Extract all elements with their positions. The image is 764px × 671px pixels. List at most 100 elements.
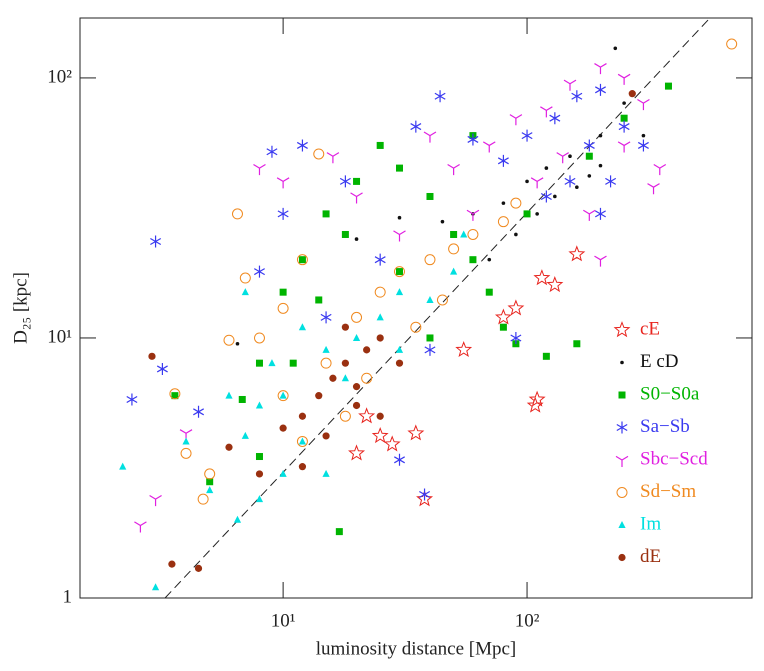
point bbox=[419, 488, 431, 501]
x-tick-label: 10² bbox=[515, 610, 540, 631]
point bbox=[339, 175, 351, 188]
point bbox=[523, 210, 531, 218]
legend-marker bbox=[618, 553, 626, 562]
point bbox=[540, 106, 553, 118]
point bbox=[426, 334, 434, 342]
point bbox=[241, 288, 249, 296]
point bbox=[509, 114, 523, 126]
point bbox=[514, 232, 518, 237]
point bbox=[149, 495, 162, 507]
point bbox=[617, 73, 631, 85]
point bbox=[279, 391, 287, 399]
legend-marker bbox=[620, 360, 624, 365]
point bbox=[241, 431, 249, 439]
point bbox=[279, 469, 287, 477]
point bbox=[497, 216, 509, 228]
point bbox=[469, 256, 477, 264]
point bbox=[322, 469, 330, 477]
point bbox=[315, 296, 323, 304]
point bbox=[341, 374, 349, 382]
legend-marker bbox=[615, 455, 629, 467]
point bbox=[410, 120, 422, 133]
point bbox=[277, 390, 289, 402]
point bbox=[583, 209, 596, 221]
point bbox=[426, 192, 434, 200]
point bbox=[594, 207, 606, 220]
point bbox=[466, 209, 480, 221]
point bbox=[339, 410, 351, 422]
point bbox=[598, 163, 603, 168]
point bbox=[647, 183, 660, 195]
y-axis-label: D₂₅ [kpc] bbox=[10, 272, 31, 344]
point bbox=[383, 435, 401, 452]
point bbox=[296, 435, 308, 447]
point bbox=[376, 141, 384, 149]
point bbox=[341, 230, 349, 238]
point bbox=[341, 323, 349, 331]
point bbox=[440, 219, 445, 224]
point bbox=[575, 185, 579, 189]
point bbox=[320, 311, 332, 324]
point bbox=[225, 391, 233, 399]
point bbox=[436, 294, 448, 306]
point bbox=[501, 201, 506, 205]
point bbox=[726, 38, 738, 50]
point bbox=[448, 243, 460, 255]
point bbox=[180, 447, 192, 459]
point bbox=[296, 254, 308, 266]
legend-label: Sa−Sb bbox=[640, 416, 690, 437]
point bbox=[351, 311, 363, 323]
legend-label: Im bbox=[640, 513, 661, 534]
point bbox=[571, 90, 583, 103]
point bbox=[350, 192, 363, 204]
point bbox=[407, 424, 425, 441]
x-tick-label: 10¹ bbox=[271, 610, 296, 631]
point bbox=[499, 323, 507, 331]
point bbox=[134, 521, 147, 533]
point bbox=[598, 133, 603, 138]
point bbox=[151, 583, 160, 591]
point bbox=[197, 493, 209, 505]
point bbox=[507, 299, 525, 316]
point bbox=[393, 230, 406, 242]
point bbox=[277, 207, 289, 220]
point bbox=[423, 131, 437, 143]
legend-marker bbox=[616, 487, 628, 498]
legend-marker bbox=[613, 321, 631, 338]
point bbox=[494, 308, 512, 325]
point bbox=[487, 257, 492, 262]
point bbox=[363, 346, 371, 354]
point bbox=[289, 359, 297, 367]
point bbox=[450, 230, 458, 238]
point bbox=[528, 390, 546, 407]
point bbox=[298, 437, 307, 445]
point bbox=[255, 453, 263, 461]
point bbox=[253, 265, 265, 278]
y-tick-label: 10² bbox=[47, 66, 72, 87]
point bbox=[322, 210, 330, 218]
point bbox=[620, 114, 628, 122]
point bbox=[434, 90, 446, 103]
point bbox=[352, 401, 361, 410]
point bbox=[637, 99, 650, 111]
point bbox=[352, 333, 361, 341]
point bbox=[426, 295, 434, 303]
point bbox=[322, 432, 330, 440]
point bbox=[546, 275, 564, 293]
point bbox=[396, 268, 404, 276]
point bbox=[354, 237, 359, 241]
point bbox=[376, 334, 384, 342]
point bbox=[618, 120, 630, 133]
y-tick-label: 1 bbox=[63, 586, 73, 607]
point bbox=[223, 334, 235, 346]
point bbox=[530, 177, 544, 189]
point bbox=[628, 90, 636, 98]
point bbox=[298, 323, 307, 331]
point bbox=[605, 175, 617, 188]
point bbox=[238, 395, 246, 403]
point bbox=[296, 139, 308, 152]
point bbox=[563, 79, 577, 91]
point bbox=[376, 313, 384, 321]
point bbox=[315, 392, 323, 400]
